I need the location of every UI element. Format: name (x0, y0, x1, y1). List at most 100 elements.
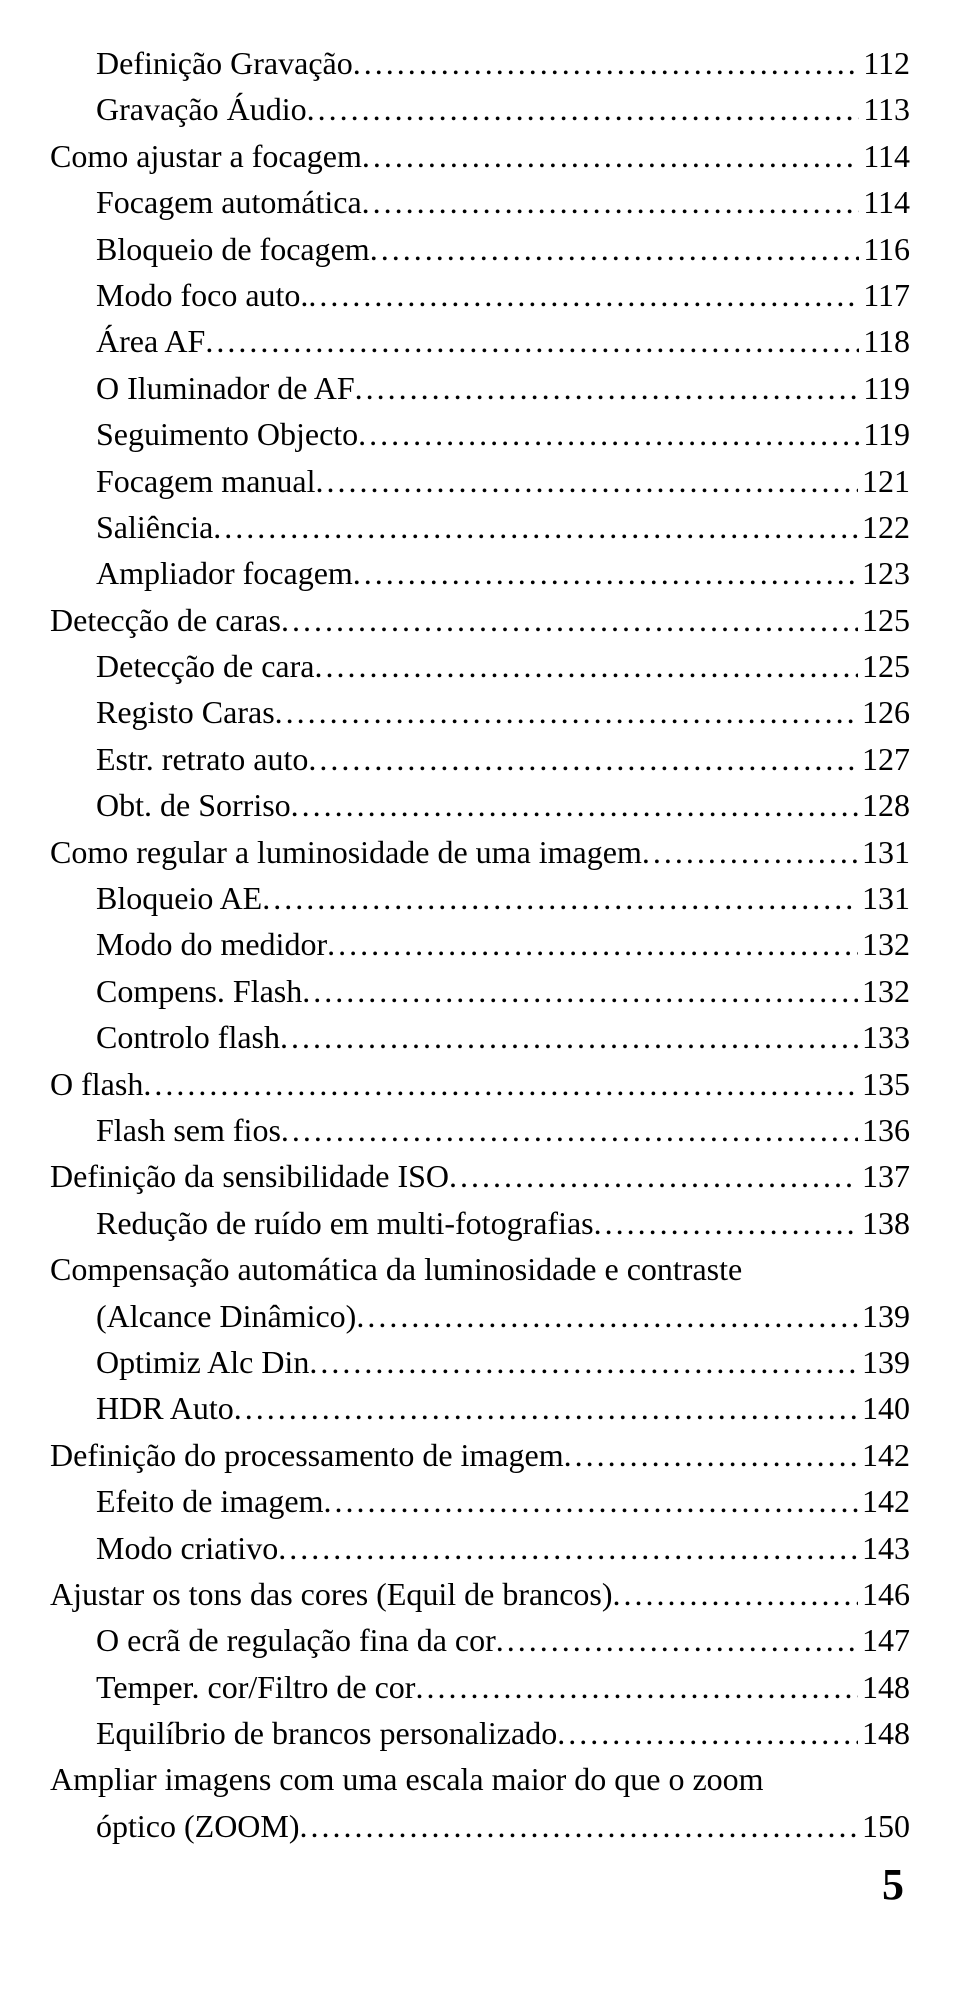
toc-entry-title: Equilíbrio de brancos personalizado (96, 1710, 557, 1756)
toc-entry-page: 132 (858, 968, 910, 1014)
toc-entry: Definição Gravação 112 (50, 40, 910, 86)
toc-entry-page: 142 (858, 1478, 910, 1524)
toc-entry-title: Optimiz Alc Din (96, 1339, 309, 1385)
toc-entry-page: 133 (858, 1014, 910, 1060)
toc-entry-page: 121 (858, 458, 910, 504)
toc-entry: Bloqueio AE 131 (50, 875, 910, 921)
toc-leader-dots (314, 643, 858, 689)
toc-entry: Ajustar os tons das cores (Equil de bran… (50, 1571, 910, 1617)
toc-leader-dots (415, 1664, 858, 1710)
toc-entry: Área AF 118 (50, 318, 910, 364)
toc-entry-title: Gravação Áudio (96, 86, 307, 132)
toc-entry-page: 142 (858, 1432, 910, 1478)
toc-entry-page: 113 (859, 86, 910, 132)
toc-entry: Modo foco auto. 117 (50, 272, 910, 318)
toc-entry-line2: óptico (ZOOM) 150 (50, 1803, 910, 1849)
toc-entry: Obt. de Sorriso 128 (50, 782, 910, 828)
toc-leader-dots (557, 1710, 858, 1756)
toc-entry-line1: Compensação automática da luminosidade e… (50, 1246, 910, 1292)
toc-entry-page: 136 (858, 1107, 910, 1153)
toc-entry-title: Área AF (96, 318, 205, 364)
toc-leader-dots (594, 1200, 858, 1246)
toc-entry-title: O ecrã de regulação fina da cor (96, 1617, 496, 1663)
toc-leader-dots (275, 689, 858, 735)
toc-leader-dots (309, 1339, 858, 1385)
toc-entry-title: Modo criativo (96, 1525, 278, 1571)
toc-entry: Efeito de imagem 142 (50, 1478, 910, 1524)
toc-leader-dots (307, 86, 860, 132)
toc-leader-dots (234, 1385, 858, 1431)
toc-leader-dots (353, 40, 859, 86)
toc-entry-page: 139 (858, 1339, 910, 1385)
toc-entry: HDR Auto 140 (50, 1385, 910, 1431)
toc-entry: Saliência 122 (50, 504, 910, 550)
toc-entry: Focagem manual 121 (50, 458, 910, 504)
toc-leader-dots (308, 736, 858, 782)
toc-entry-page: 125 (858, 643, 910, 689)
toc-leader-dots (205, 318, 859, 364)
toc-entry-page: 118 (859, 318, 910, 364)
toc-entry-title: Como regular a luminosidade de uma image… (50, 829, 642, 875)
toc-entry-title: Detecção de caras (50, 597, 281, 643)
toc-entry-page: 122 (858, 504, 910, 550)
toc-entry-page: 116 (859, 226, 910, 272)
toc-entry-page: 114 (859, 133, 910, 179)
toc-leader-dots (281, 1107, 858, 1153)
toc-leader-dots (355, 365, 860, 411)
toc-entry-title: Definição do processamento de imagem (50, 1432, 564, 1478)
toc-entry: Flash sem fios 136 (50, 1107, 910, 1153)
toc-entry: Como ajustar a focagem 114 (50, 133, 910, 179)
toc-entry-page: 125 (858, 597, 910, 643)
toc-leader-dots (143, 1061, 858, 1107)
toc-leader-dots (362, 133, 859, 179)
toc-entry-title: Seguimento Objecto (96, 411, 358, 457)
toc-leader-dots (315, 458, 858, 504)
toc-entry: O flash 135 (50, 1061, 910, 1107)
toc-entry-page: 128 (858, 782, 910, 828)
toc-leader-dots (302, 968, 858, 1014)
toc-entry-page: 135 (858, 1061, 910, 1107)
toc-entry: O ecrã de regulação fina da cor 147 (50, 1617, 910, 1663)
toc-entry: Equilíbrio de brancos personalizado 148 (50, 1710, 910, 1756)
toc-entry: Como regular a luminosidade de uma image… (50, 829, 910, 875)
toc-leader-dots (613, 1571, 858, 1617)
toc-entry: Definição da sensibilidade ISO 137 (50, 1153, 910, 1199)
toc-page: Definição Gravação 112Gravação Áudio 113… (0, 0, 960, 1930)
toc-leader-dots (353, 550, 858, 596)
toc-entry-title: Definição da sensibilidade ISO (50, 1153, 449, 1199)
toc-entry: Bloqueio de focagem 116 (50, 226, 910, 272)
toc-entry-page: 143 (858, 1525, 910, 1571)
toc-entry: Seguimento Objecto 119 (50, 411, 910, 457)
toc-entry-page: 148 (858, 1710, 910, 1756)
toc-entry-title: Ampliador focagem (96, 550, 353, 596)
toc-entry: Registo Caras 126 (50, 689, 910, 735)
toc-entry-page: 117 (859, 272, 910, 318)
toc-entry: Compens. Flash 132 (50, 968, 910, 1014)
toc-leader-dots (327, 921, 858, 967)
toc-leader-dots (213, 504, 858, 550)
toc-entry-page: 139 (858, 1293, 910, 1339)
toc-entry-page: 123 (858, 550, 910, 596)
toc-leader-dots (496, 1617, 858, 1663)
toc-entry: Definição do processamento de imagem 142 (50, 1432, 910, 1478)
toc-entry-title: Como ajustar a focagem (50, 133, 362, 179)
toc-leader-dots (262, 875, 858, 921)
toc-entry: Gravação Áudio 113 (50, 86, 910, 132)
toc-entry-page: 126 (858, 689, 910, 735)
toc-leader-dots (362, 179, 860, 225)
toc-entry-title: Efeito de imagem (96, 1478, 323, 1524)
toc-entry-title: O flash (50, 1061, 143, 1107)
toc-entry: Optimiz Alc Din 139 (50, 1339, 910, 1385)
toc-entry-title: Compens. Flash (96, 968, 302, 1014)
toc-entry-title: O Iluminador de AF (96, 365, 355, 411)
toc-entry-page: 114 (859, 179, 910, 225)
toc-entry-title: Bloqueio de focagem (96, 226, 370, 272)
toc-entry-wrapped: Ampliar imagens com uma escala maior do … (50, 1756, 910, 1849)
toc-entry: Detecção de cara 125 (50, 643, 910, 689)
toc-leader-dots (370, 226, 860, 272)
toc-entry-title: Ajustar os tons das cores (Equil de bran… (50, 1571, 613, 1617)
toc-entry-title: Flash sem fios (96, 1107, 281, 1153)
toc-leader-dots (358, 411, 859, 457)
toc-entry-page: 132 (858, 921, 910, 967)
toc-entry: Ampliador focagem 123 (50, 550, 910, 596)
